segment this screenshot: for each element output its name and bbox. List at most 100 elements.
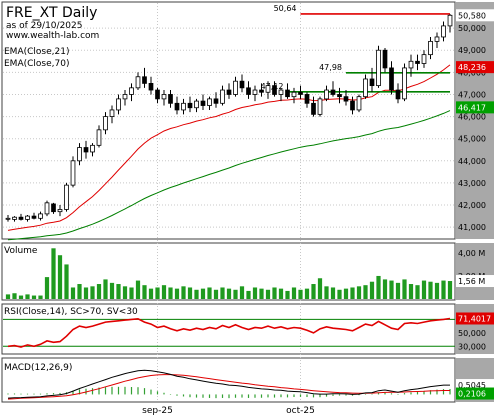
volume-bar	[18, 295, 24, 299]
candle-up	[428, 40, 433, 56]
volume-bar	[428, 281, 433, 299]
macd-histogram-bar	[429, 390, 432, 395]
candle-up	[64, 184, 69, 210]
candle-down	[142, 76, 147, 84]
candle-down	[259, 89, 264, 93]
candle-down	[395, 89, 401, 100]
macd-histogram-bar	[169, 394, 172, 395]
rsi-series	[7, 317, 451, 348]
rsi-bands	[3, 318, 455, 347]
candle-up	[38, 213, 43, 219]
price-level-label: 47,12	[261, 82, 284, 91]
price-tick-label: 45,000	[458, 135, 486, 144]
volume-bar	[395, 282, 401, 299]
candle-up	[44, 202, 50, 215]
volume-bar	[90, 286, 95, 299]
candle-down	[155, 89, 160, 100]
candle-up	[161, 94, 167, 100]
price-level-label: 47,98	[319, 63, 342, 72]
ema70-label: EMA(Close,70)	[4, 59, 69, 69]
candle-down	[226, 89, 232, 95]
volume-bar	[389, 280, 394, 299]
macd-series	[7, 369, 450, 400]
candle-up	[103, 116, 108, 131]
macd-histogram-bar	[150, 389, 152, 395]
candle-up	[376, 49, 381, 87]
candle-up	[278, 89, 284, 95]
candle-up	[70, 160, 76, 186]
candle-up	[402, 67, 407, 100]
volume-bar	[350, 287, 355, 299]
macd-histogram-bar	[202, 394, 204, 398]
volume-bar	[194, 289, 199, 299]
candle-up	[116, 98, 121, 111]
volume-bar	[103, 279, 108, 299]
ema21-value-badge: 48,236	[458, 63, 486, 72]
macd-histogram-bar	[72, 390, 74, 395]
candle-up	[5, 217, 11, 220]
candle-up	[317, 98, 323, 115]
volume-bar	[135, 280, 141, 299]
rsi-label: RSI(Close,14), SC>70, SV<30	[4, 307, 138, 317]
macd-histogram-bar	[384, 392, 386, 395]
macd-histogram-bar	[137, 387, 139, 395]
candle-up	[324, 89, 329, 100]
volume-bar	[369, 281, 375, 299]
volume-bar	[25, 294, 30, 299]
macd-histogram-bar	[163, 392, 165, 395]
x-axis-label: sep-25	[142, 406, 173, 416]
candle-down	[272, 85, 277, 95]
macd-histogram-bar	[221, 394, 224, 398]
ema70-line	[7, 110, 451, 241]
macd-histogram-bar	[7, 393, 9, 395]
candle-up	[96, 129, 102, 146]
candle-down	[311, 102, 316, 115]
macd-histogram-bar	[267, 394, 269, 398]
macd-histogram-bar	[293, 394, 295, 398]
macd-histogram-bar	[254, 394, 256, 398]
volume-bar	[408, 284, 414, 299]
volume-bar	[265, 289, 271, 299]
macd-histogram-bar	[156, 391, 159, 395]
macd-histogram-bar	[234, 394, 237, 398]
volume-bar	[187, 287, 193, 299]
volume-bar	[96, 284, 102, 299]
price-tick-label: 49,000	[458, 46, 486, 55]
volume-bar	[447, 281, 453, 299]
candle-down	[174, 102, 180, 111]
as-of-date: as of 29/10/2025	[6, 21, 82, 31]
volume-bar	[220, 287, 225, 299]
macd-histogram-bar	[338, 394, 341, 396]
macd-histogram-bar	[416, 391, 419, 395]
candle-up	[434, 36, 440, 42]
macd-histogram-bar	[286, 394, 289, 398]
candle-up	[220, 89, 225, 104]
rsi-tick-label: 50,000	[458, 329, 486, 338]
volume-bar	[421, 280, 427, 299]
macd-histogram-bar	[423, 390, 425, 395]
macd-signal-line	[7, 374, 450, 400]
volume-tick-label: 4,00 M	[458, 249, 485, 258]
macd-histogram-bar	[98, 387, 100, 395]
macd-histogram-bar	[436, 389, 438, 395]
volume-bar	[207, 287, 212, 299]
macd-histogram-bar	[26, 393, 29, 395]
volume-bar	[356, 286, 362, 299]
price-tick-label: 50,000	[458, 24, 486, 33]
price-tick-label: 44,000	[458, 157, 486, 166]
candle-up	[441, 25, 446, 38]
volume-bar	[181, 286, 186, 299]
volume-bar	[252, 287, 258, 299]
volume-bar	[324, 286, 329, 299]
candle-down	[246, 87, 251, 95]
price-tick-label: 47,000	[458, 90, 486, 99]
candle-up	[122, 94, 128, 100]
volume-bar	[272, 287, 277, 299]
x-axis-labels: sep-25 oct-25	[142, 406, 315, 416]
price-tick-label: 41,000	[458, 223, 486, 232]
candle-down	[200, 100, 206, 106]
macd-histogram-bar	[111, 386, 113, 395]
macd-signal-badge: 0,2106	[458, 390, 486, 399]
volume-bar	[415, 285, 420, 299]
